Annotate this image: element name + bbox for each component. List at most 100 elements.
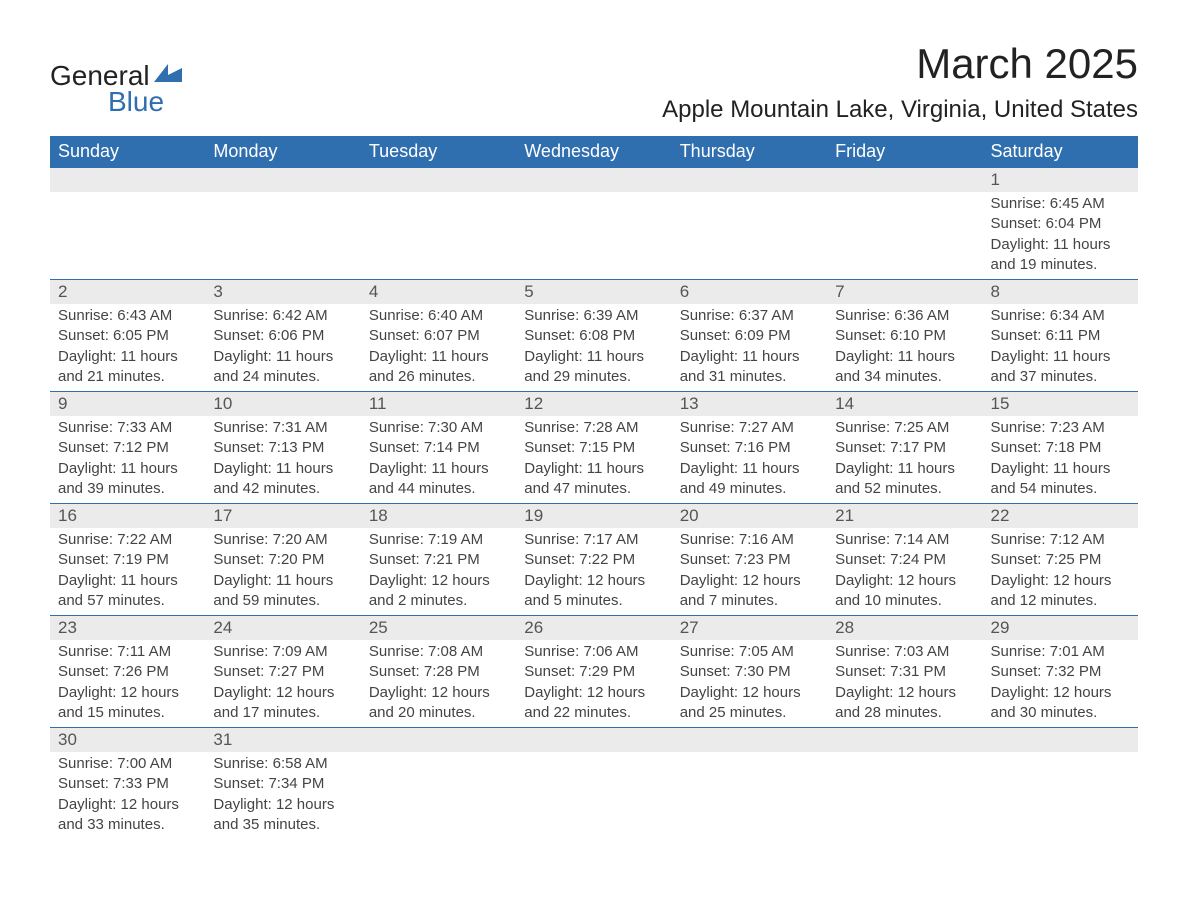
day-number: 18 [361, 504, 516, 528]
day-number-bar-empty [516, 728, 671, 752]
day-content: Sunrise: 6:58 AMSunset: 7:34 PMDaylight:… [205, 752, 360, 839]
day-header: Wednesday [516, 136, 671, 168]
sunrise-text: Sunrise: 6:39 AM [524, 306, 663, 326]
day-header: Thursday [672, 136, 827, 168]
sunrise-text: Sunrise: 7:03 AM [835, 642, 974, 662]
week-row: 30Sunrise: 7:00 AMSunset: 7:33 PMDayligh… [50, 728, 1138, 840]
day-cell: 4Sunrise: 6:40 AMSunset: 6:07 PMDaylight… [361, 280, 516, 392]
day-content-empty [827, 192, 982, 264]
day-cell: 13Sunrise: 7:27 AMSunset: 7:16 PMDayligh… [672, 392, 827, 504]
day-header: Monday [205, 136, 360, 168]
daylight-text: and 12 minutes. [991, 591, 1130, 611]
sunrise-text: Sunrise: 7:05 AM [680, 642, 819, 662]
daylight-text: Daylight: 12 hours [213, 795, 352, 815]
day-content: Sunrise: 7:20 AMSunset: 7:20 PMDaylight:… [205, 528, 360, 615]
day-content-empty [672, 192, 827, 264]
logo: General Blue [50, 40, 182, 118]
daylight-text: Daylight: 12 hours [213, 683, 352, 703]
day-number-bar-empty [361, 728, 516, 752]
day-number-bar-empty [516, 168, 671, 192]
day-cell: 2Sunrise: 6:43 AMSunset: 6:05 PMDaylight… [50, 280, 205, 392]
day-number-bar-empty [827, 168, 982, 192]
daylight-text: and 39 minutes. [58, 479, 197, 499]
day-number: 15 [983, 392, 1138, 416]
day-cell: 30Sunrise: 7:00 AMSunset: 7:33 PMDayligh… [50, 728, 205, 840]
day-number: 5 [516, 280, 671, 304]
day-content: Sunrise: 7:00 AMSunset: 7:33 PMDaylight:… [50, 752, 205, 839]
day-cell: 26Sunrise: 7:06 AMSunset: 7:29 PMDayligh… [516, 616, 671, 728]
sunset-text: Sunset: 7:30 PM [680, 662, 819, 682]
daylight-text: and 24 minutes. [213, 367, 352, 387]
day-number-bar-empty [361, 168, 516, 192]
calendar-body: 1Sunrise: 6:45 AMSunset: 6:04 PMDaylight… [50, 168, 1138, 840]
day-cell: 29Sunrise: 7:01 AMSunset: 7:32 PMDayligh… [983, 616, 1138, 728]
day-cell: 9Sunrise: 7:33 AMSunset: 7:12 PMDaylight… [50, 392, 205, 504]
daylight-text: and 57 minutes. [58, 591, 197, 611]
day-number: 2 [50, 280, 205, 304]
daylight-text: Daylight: 11 hours [58, 459, 197, 479]
day-cell: 12Sunrise: 7:28 AMSunset: 7:15 PMDayligh… [516, 392, 671, 504]
sunrise-text: Sunrise: 7:09 AM [213, 642, 352, 662]
sunset-text: Sunset: 7:16 PM [680, 438, 819, 458]
daylight-text: Daylight: 12 hours [835, 683, 974, 703]
sunset-text: Sunset: 7:15 PM [524, 438, 663, 458]
sunrise-text: Sunrise: 6:40 AM [369, 306, 508, 326]
day-cell: 19Sunrise: 7:17 AMSunset: 7:22 PMDayligh… [516, 504, 671, 616]
sunset-text: Sunset: 7:18 PM [991, 438, 1130, 458]
daylight-text: and 25 minutes. [680, 703, 819, 723]
day-number: 6 [672, 280, 827, 304]
day-cell [205, 168, 360, 280]
daylight-text: Daylight: 12 hours [835, 571, 974, 591]
day-number-bar-empty [672, 168, 827, 192]
sunrise-text: Sunrise: 7:17 AM [524, 530, 663, 550]
daylight-text: and 52 minutes. [835, 479, 974, 499]
day-number: 7 [827, 280, 982, 304]
daylight-text: and 21 minutes. [58, 367, 197, 387]
daylight-text: Daylight: 11 hours [835, 459, 974, 479]
day-number: 10 [205, 392, 360, 416]
daylight-text: Daylight: 11 hours [524, 459, 663, 479]
daylight-text: Daylight: 11 hours [213, 571, 352, 591]
daylight-text: Daylight: 11 hours [991, 347, 1130, 367]
daylight-text: and 59 minutes. [213, 591, 352, 611]
day-cell [361, 168, 516, 280]
day-number: 13 [672, 392, 827, 416]
day-cell: 16Sunrise: 7:22 AMSunset: 7:19 PMDayligh… [50, 504, 205, 616]
day-content: Sunrise: 7:33 AMSunset: 7:12 PMDaylight:… [50, 416, 205, 503]
day-content: Sunrise: 7:19 AMSunset: 7:21 PMDaylight:… [361, 528, 516, 615]
day-cell: 27Sunrise: 7:05 AMSunset: 7:30 PMDayligh… [672, 616, 827, 728]
sunset-text: Sunset: 7:21 PM [369, 550, 508, 570]
day-content: Sunrise: 7:14 AMSunset: 7:24 PMDaylight:… [827, 528, 982, 615]
daylight-text: Daylight: 11 hours [369, 459, 508, 479]
day-number: 23 [50, 616, 205, 640]
sunset-text: Sunset: 6:10 PM [835, 326, 974, 346]
daylight-text: Daylight: 11 hours [991, 235, 1130, 255]
sunset-text: Sunset: 6:07 PM [369, 326, 508, 346]
day-content: Sunrise: 7:30 AMSunset: 7:14 PMDaylight:… [361, 416, 516, 503]
daylight-text: Daylight: 12 hours [369, 571, 508, 591]
day-number: 26 [516, 616, 671, 640]
sunrise-text: Sunrise: 7:31 AM [213, 418, 352, 438]
sunset-text: Sunset: 7:19 PM [58, 550, 197, 570]
day-content: Sunrise: 7:03 AMSunset: 7:31 PMDaylight:… [827, 640, 982, 727]
header: General Blue March 2025 Apple Mountain L… [50, 40, 1138, 124]
day-cell: 22Sunrise: 7:12 AMSunset: 7:25 PMDayligh… [983, 504, 1138, 616]
daylight-text: and 10 minutes. [835, 591, 974, 611]
day-content: Sunrise: 6:45 AMSunset: 6:04 PMDaylight:… [983, 192, 1138, 279]
daylight-text: and 7 minutes. [680, 591, 819, 611]
sunset-text: Sunset: 7:13 PM [213, 438, 352, 458]
daylight-text: Daylight: 11 hours [369, 347, 508, 367]
day-cell: 14Sunrise: 7:25 AMSunset: 7:17 PMDayligh… [827, 392, 982, 504]
day-cell [50, 168, 205, 280]
daylight-text: and 54 minutes. [991, 479, 1130, 499]
daylight-text: and 26 minutes. [369, 367, 508, 387]
day-header-row: SundayMondayTuesdayWednesdayThursdayFrid… [50, 136, 1138, 168]
daylight-text: and 47 minutes. [524, 479, 663, 499]
daylight-text: Daylight: 12 hours [680, 571, 819, 591]
day-content-empty [50, 192, 205, 264]
day-number: 1 [983, 168, 1138, 192]
day-content: Sunrise: 6:40 AMSunset: 6:07 PMDaylight:… [361, 304, 516, 391]
day-content: Sunrise: 6:37 AMSunset: 6:09 PMDaylight:… [672, 304, 827, 391]
day-cell [672, 728, 827, 840]
sunrise-text: Sunrise: 7:19 AM [369, 530, 508, 550]
